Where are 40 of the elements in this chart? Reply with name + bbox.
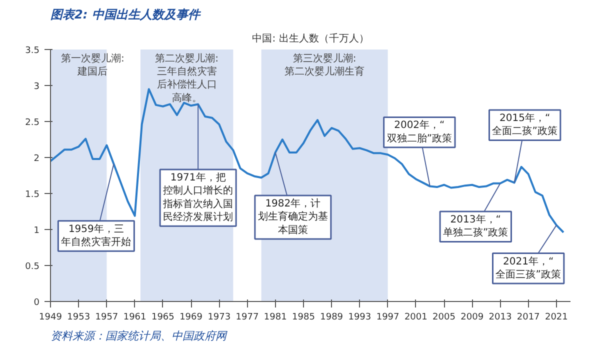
y-tick-label: 3.5 — [25, 46, 40, 56]
x-tick-label: 1953 — [67, 312, 90, 322]
y-tick-label: 1.5 — [25, 190, 40, 200]
x-tick-label: 2005 — [432, 312, 456, 322]
x-tick-label: 1993 — [348, 312, 372, 322]
y-tick-label: 3 — [34, 82, 40, 92]
x-tick-label: 1973 — [208, 312, 231, 322]
annotation: 2015年，“全面二孩”政策 — [492, 112, 558, 138]
annotation: 1971年，把控制人口增长的指标首次纳入国民经济发展计划 — [162, 172, 234, 224]
x-tick-label: 2017 — [516, 312, 540, 322]
band-label: 第二次婴儿潮:三年自然灾害后补偿性人口高峰。 — [155, 52, 219, 104]
y-tick-label: 2 — [34, 154, 40, 164]
x-tick-label: 1965 — [151, 312, 174, 322]
x-tick-label: 2013 — [488, 312, 512, 322]
y-tick-label: 1 — [34, 226, 40, 236]
chart-subtitle: 中国: 出生人数（千万人） — [252, 32, 369, 44]
x-tick-label: 1957 — [95, 312, 118, 322]
annotation: 1982年，计划生育确定为基本国策 — [258, 198, 328, 236]
x-tick-label: 1985 — [292, 312, 315, 322]
annotation: 2021年，“全面三孩”政策 — [496, 255, 561, 280]
x-tick-label: 2009 — [460, 312, 484, 322]
x-tick-label: 1989 — [320, 312, 344, 322]
annotation: 1959年，三年自然灾害开始 — [61, 222, 132, 248]
x-tick-label: 1961 — [123, 312, 146, 322]
y-tick-label: 2.5 — [25, 118, 40, 128]
band-label: 第一次婴儿潮:建国后 — [60, 52, 124, 78]
x-tick-label: 1997 — [376, 312, 400, 322]
chart-title: 图表2: 中国出生人数及事件 — [50, 8, 202, 22]
x-tick-label: 1981 — [264, 312, 287, 322]
y-tick-label: 0 — [34, 298, 40, 308]
annotation: 2002年，“双独二胎”政策 — [386, 119, 452, 144]
x-tick-label: 1969 — [180, 312, 203, 322]
x-tick-label: 1949 — [39, 312, 62, 322]
x-tick-label: 2001 — [404, 312, 428, 322]
text: 资料来源：国家统计局、中国政府网 — [50, 330, 228, 342]
x-tick-label: 1977 — [236, 312, 259, 322]
x-tick-label: 2021 — [544, 312, 568, 322]
y-tick-label: 0.5 — [25, 262, 40, 272]
band-label: 第三次婴儿潮:第二次婴儿潮生育 — [284, 52, 365, 78]
annotation: 2013年，“单独二孩”政策 — [443, 214, 508, 239]
